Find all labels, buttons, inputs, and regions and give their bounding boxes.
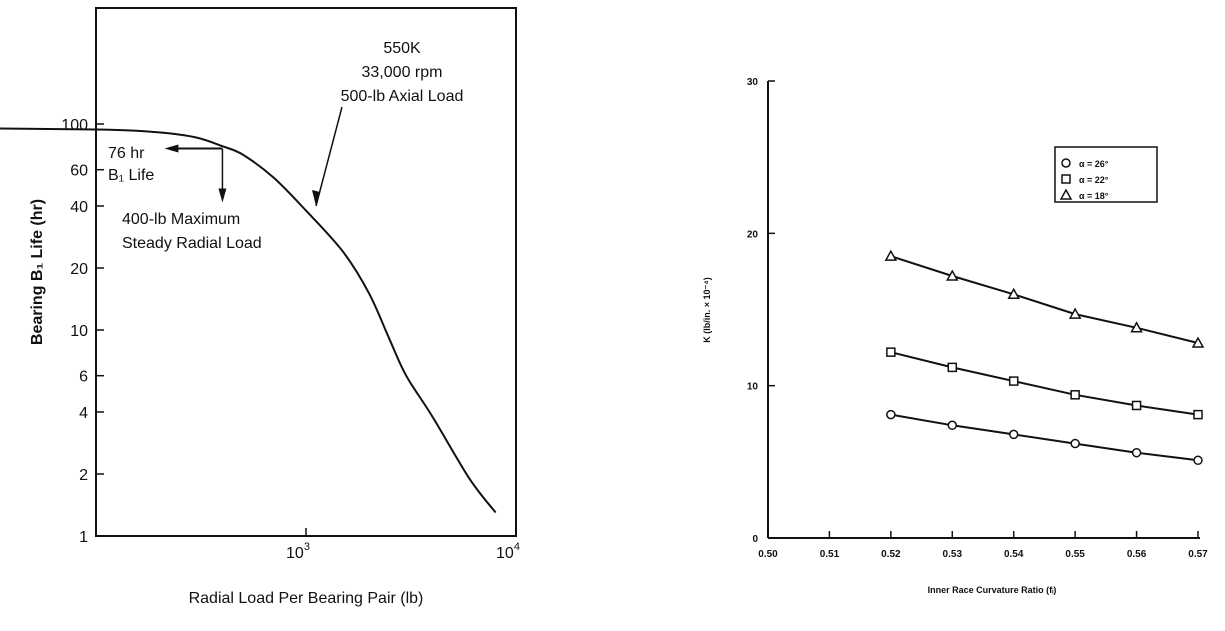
- right-series-line: [890, 255, 1199, 344]
- right-series-square: [886, 347, 1203, 420]
- left-x-tick-label: 103: [286, 541, 310, 562]
- left-y-tick-label: 100: [61, 117, 88, 134]
- right-data-point: [1008, 429, 1019, 440]
- condition-pointer: [315, 106, 343, 207]
- legend-label: α = 22°: [1079, 175, 1109, 185]
- right-x-tick-label: 0.56: [1127, 549, 1147, 560]
- condition-axial-load: 500-lb Axial Load: [341, 88, 464, 105]
- left-y-tick-label: 20: [70, 261, 88, 278]
- right-data-point: [886, 347, 896, 357]
- load-arrow-head: [218, 188, 227, 203]
- right-y-tick-label: 0: [752, 534, 758, 545]
- left-x-axis-label: Radial Load Per Bearing Pair (lb): [189, 590, 424, 607]
- right-data-point: [1070, 438, 1080, 449]
- right-x-tick-label: 0.52: [881, 549, 901, 560]
- condition-pointer-head: [312, 190, 320, 206]
- right-series-circle: [886, 409, 1203, 466]
- right-data-point: [1193, 455, 1203, 466]
- right-chart: 0 10 20 30 0.50 0.51 0.52 0.53 0.54 0.55 0.56 0.57…: [702, 77, 1208, 595]
- left-y-tick-label: 1: [79, 529, 88, 546]
- right-data-point: [1130, 321, 1143, 333]
- right-y-tick-label: 30: [747, 77, 759, 88]
- right-y-axis-label: K (lb/in. × 10⁻⁴): [702, 277, 712, 342]
- legend-marker-triangle: [1059, 188, 1073, 200]
- load-label-line2: Steady Radial Load: [122, 235, 262, 252]
- left-y-ticks: 1 2 4 6 10 20 40 60 100: [61, 117, 104, 546]
- right-y-tick-label: 20: [747, 229, 759, 240]
- left-y-axis-label: Bearing B₁ Life (hr): [29, 199, 46, 345]
- load-label-line1: 400-lb Maximum: [122, 211, 240, 228]
- legend-marker-square: [1061, 174, 1071, 184]
- right-x-tick-label: 0.51: [820, 549, 840, 560]
- right-data-point: [947, 420, 958, 431]
- left-x-ticks: 102103104: [286, 528, 520, 562]
- right-data-point: [1068, 307, 1082, 319]
- condition-speed: 33,000 rpm: [362, 64, 443, 81]
- life-arrow-head: [164, 144, 179, 153]
- life-label-hours: 76 hr: [108, 145, 145, 162]
- condition-temperature: 550K: [383, 40, 421, 57]
- right-series-triangle: [884, 249, 1205, 348]
- right-legend-items: α = 26° α = 22° α = 18°: [1059, 158, 1109, 201]
- right-data-point: [884, 249, 898, 261]
- right-legend-box: [1054, 146, 1158, 203]
- right-x-tick-label: 0.57: [1188, 549, 1208, 560]
- left-x-tick-label: 104: [496, 541, 520, 562]
- right-x-axis-label: Inner Race Curvature Ratio (fᵢ): [928, 585, 1057, 595]
- left-y-tick-label: 10: [70, 323, 88, 340]
- right-legend: α = 26° α = 22° α = 18°: [1054, 146, 1158, 203]
- life-label-b1: B₁ Life: [108, 167, 154, 184]
- right-data-point: [1070, 390, 1080, 400]
- right-data-point: [1007, 287, 1020, 300]
- right-data-point: [1131, 400, 1142, 411]
- left-y-tick-label: 4: [79, 405, 88, 422]
- left-y-tick-label: 2: [79, 467, 88, 484]
- legend-label: α = 18°: [1079, 191, 1109, 201]
- right-series-line: [890, 351, 1199, 416]
- right-data-point: [1191, 336, 1205, 348]
- left-x-tick-exponent: 4: [514, 541, 520, 553]
- legend-label: α = 26°: [1079, 159, 1109, 169]
- right-series-line: [890, 413, 1199, 462]
- right-y-tick-label: 10: [747, 382, 759, 393]
- right-x-tick-label: 0.55: [1065, 549, 1085, 560]
- right-x-tick-label: 0.50: [758, 549, 778, 560]
- left-x-tick-exponent: 3: [304, 541, 310, 553]
- right-x-tick-label: 0.54: [1004, 549, 1024, 560]
- left-y-tick-label: 6: [79, 369, 88, 386]
- right-data-point: [886, 409, 896, 420]
- right-data-point: [1008, 376, 1019, 386]
- right-data-point: [946, 269, 959, 281]
- left-y-tick-label: 60: [70, 163, 88, 180]
- left-curve: [0, 127, 497, 514]
- right-y-ticks: 0 10 20 30: [747, 77, 775, 545]
- right-x-ticks: 0.50 0.51 0.52 0.53 0.54 0.55 0.56 0.57: [758, 531, 1208, 560]
- right-data-point: [947, 362, 958, 373]
- right-data-point: [1193, 409, 1203, 420]
- right-data-point: [1131, 447, 1142, 458]
- legend-marker-circle: [1061, 158, 1071, 168]
- right-x-tick-label: 0.53: [943, 549, 963, 560]
- right-series: [884, 249, 1205, 466]
- left-y-tick-label: 40: [70, 199, 88, 216]
